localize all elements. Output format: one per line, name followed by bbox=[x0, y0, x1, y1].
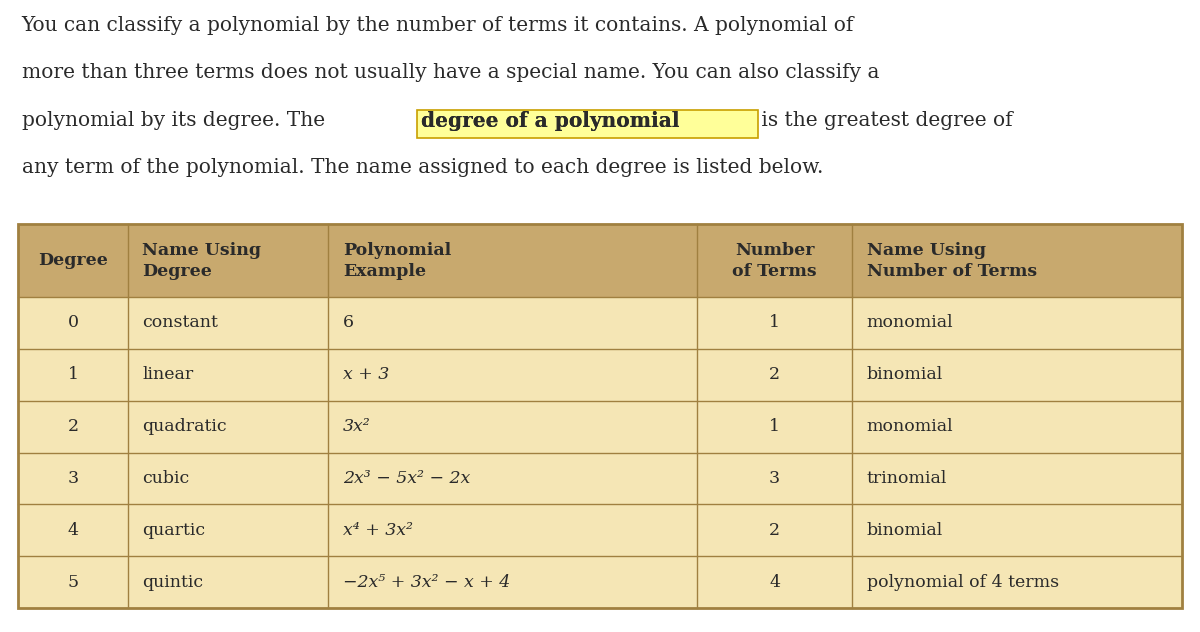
Text: 3x²: 3x² bbox=[343, 418, 371, 435]
Text: You can classify a polynomial by the number of terms it contains. A polynomial o: You can classify a polynomial by the num… bbox=[22, 16, 854, 35]
Bar bbox=[18, 224, 1182, 608]
Bar bbox=[18, 297, 1182, 349]
Text: polynomial of 4 terms: polynomial of 4 terms bbox=[866, 574, 1058, 590]
Text: Name Using
Number of Terms: Name Using Number of Terms bbox=[866, 242, 1037, 279]
Text: 1: 1 bbox=[67, 367, 78, 383]
Bar bbox=[18, 224, 1182, 297]
Text: degree of a polynomial: degree of a polynomial bbox=[421, 111, 679, 131]
Bar bbox=[18, 504, 1182, 556]
FancyBboxPatch shape bbox=[418, 110, 758, 138]
Text: 3: 3 bbox=[67, 470, 78, 487]
Text: 2: 2 bbox=[67, 418, 78, 435]
Text: monomial: monomial bbox=[866, 315, 953, 331]
Text: Name Using
Degree: Name Using Degree bbox=[143, 242, 262, 279]
Text: 4: 4 bbox=[769, 574, 780, 590]
Text: monomial: monomial bbox=[866, 418, 953, 435]
Text: polynomial by its degree. The: polynomial by its degree. The bbox=[22, 111, 331, 130]
Text: 6: 6 bbox=[343, 315, 354, 331]
Text: constant: constant bbox=[143, 315, 218, 331]
Text: 2x³ − 5x² − 2x: 2x³ − 5x² − 2x bbox=[343, 470, 470, 487]
Text: x⁴ + 3x²: x⁴ + 3x² bbox=[343, 522, 413, 538]
Text: is the greatest degree of: is the greatest degree of bbox=[755, 111, 1012, 130]
Text: degree of a polynomial: degree of a polynomial bbox=[421, 111, 679, 131]
Text: x + 3: x + 3 bbox=[343, 367, 389, 383]
Bar bbox=[18, 401, 1182, 453]
Bar bbox=[18, 349, 1182, 401]
Text: more than three terms does not usually have a special name. You can also classif: more than three terms does not usually h… bbox=[22, 63, 880, 82]
Text: Number
of Terms: Number of Terms bbox=[732, 242, 817, 279]
Text: linear: linear bbox=[143, 367, 193, 383]
Text: binomial: binomial bbox=[866, 367, 943, 383]
Text: −2x⁵ + 3x² − x + 4: −2x⁵ + 3x² − x + 4 bbox=[343, 574, 510, 590]
Text: 3: 3 bbox=[769, 470, 780, 487]
Text: quadratic: quadratic bbox=[143, 418, 227, 435]
Text: 4: 4 bbox=[67, 522, 78, 538]
Text: any term of the polynomial. The name assigned to each degree is listed below.: any term of the polynomial. The name ass… bbox=[22, 158, 823, 177]
Bar bbox=[18, 453, 1182, 504]
Text: 1: 1 bbox=[769, 315, 780, 331]
Text: quartic: quartic bbox=[143, 522, 205, 538]
Text: 2: 2 bbox=[769, 522, 780, 538]
Text: 1: 1 bbox=[769, 418, 780, 435]
Text: trinomial: trinomial bbox=[866, 470, 947, 487]
Text: quintic: quintic bbox=[143, 574, 204, 590]
Text: 0: 0 bbox=[67, 315, 78, 331]
Text: Degree: Degree bbox=[38, 252, 108, 269]
Text: 5: 5 bbox=[67, 574, 78, 590]
Text: binomial: binomial bbox=[866, 522, 943, 538]
Text: 2: 2 bbox=[769, 367, 780, 383]
Text: cubic: cubic bbox=[143, 470, 190, 487]
Text: Polynomial
Example: Polynomial Example bbox=[343, 242, 451, 279]
Bar bbox=[18, 556, 1182, 608]
